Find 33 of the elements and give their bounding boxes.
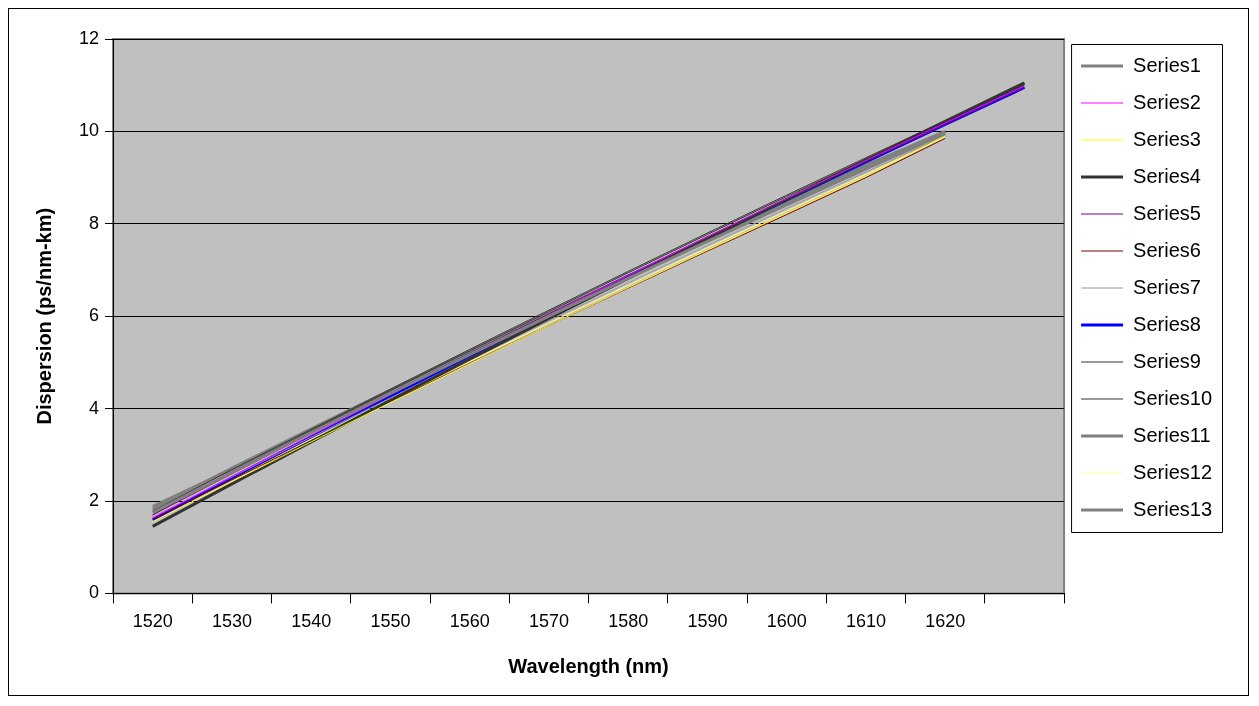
legend-label: Series7 xyxy=(1133,275,1201,298)
legend-label: Series12 xyxy=(1133,460,1212,483)
x-tick-label: 1550 xyxy=(370,611,411,632)
x-tick-label: 1600 xyxy=(766,611,807,632)
x-tick-label: 1530 xyxy=(211,611,252,632)
legend-label: Series5 xyxy=(1133,201,1201,224)
x-tick-label: 1520 xyxy=(132,611,173,632)
x-axis-title: Wavelength (nm) xyxy=(508,654,669,677)
y-tick-label: 6 xyxy=(89,305,100,326)
x-tick-label: 1580 xyxy=(608,611,649,632)
legend-label: Series3 xyxy=(1133,127,1201,150)
legend-label: Series6 xyxy=(1133,238,1201,261)
legend-label: Series4 xyxy=(1133,164,1201,187)
legend-label: Series9 xyxy=(1133,349,1201,372)
x-tick-label: 1540 xyxy=(291,611,332,632)
y-tick-label: 12 xyxy=(78,27,100,48)
x-tick-label: 1570 xyxy=(528,611,569,632)
legend-label: Series10 xyxy=(1133,386,1212,409)
legend-label: Series2 xyxy=(1133,90,1201,113)
x-tick-label: 1610 xyxy=(845,611,886,632)
x-tick-label: 1590 xyxy=(687,611,728,632)
y-tick-label: 2 xyxy=(89,489,100,510)
legend-label: Series11 xyxy=(1133,423,1211,446)
legend-label: Series8 xyxy=(1133,312,1201,335)
legend-label: Series13 xyxy=(1133,497,1212,520)
x-tick-label: 1620 xyxy=(925,611,966,632)
y-tick-label: 4 xyxy=(89,397,100,418)
y-tick-label: 0 xyxy=(89,582,100,603)
x-tick-label: 1560 xyxy=(449,611,490,632)
y-tick-label: 10 xyxy=(78,120,100,141)
y-axis-title: Dispersion (ps/nm-km) xyxy=(32,207,55,425)
legend-label: Series1 xyxy=(1133,53,1201,76)
y-tick-label: 8 xyxy=(89,212,100,233)
